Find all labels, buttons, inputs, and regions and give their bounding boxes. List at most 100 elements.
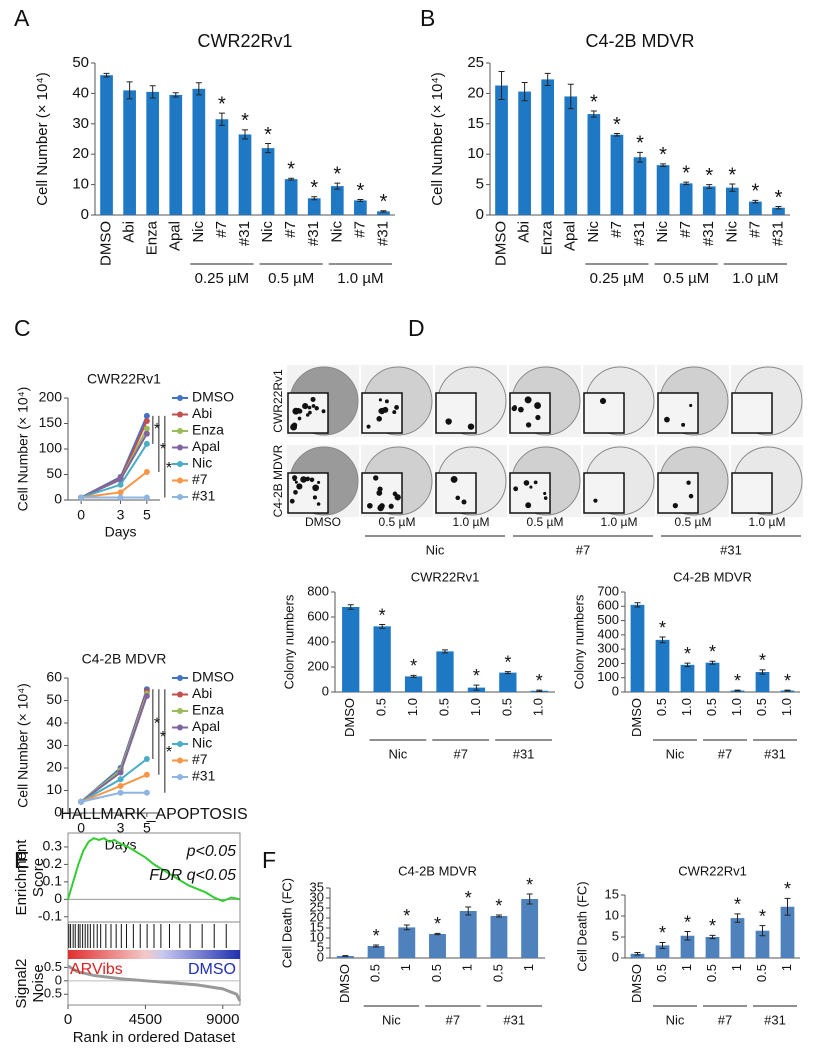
y-tick-label: 15 (605, 886, 619, 901)
x-tick-label: 0 (77, 507, 85, 523)
significance: * (241, 110, 249, 132)
x-tick-label: Enza (539, 220, 556, 255)
y-axis-label: Cell Number (× 10⁴) (15, 387, 31, 512)
point (78, 494, 85, 501)
error-bar (498, 71, 505, 100)
bar (655, 945, 670, 958)
legend-label: Enza (192, 422, 224, 438)
x-tick-label: Abi (516, 221, 533, 243)
group-label: #7 (446, 1012, 460, 1027)
significance: * (590, 91, 598, 113)
significance: * (380, 191, 388, 213)
legend-marker (177, 708, 183, 714)
group-label: #31 (720, 542, 742, 557)
point (143, 425, 150, 432)
y-tick-label: 60 (46, 669, 62, 685)
legend-marker (177, 494, 183, 500)
row-label: C4-2B MDVR (271, 444, 285, 517)
error-bar (149, 85, 156, 99)
y-tick-label: 200 (39, 389, 63, 405)
group-label: #31 (764, 746, 786, 761)
error-bar (288, 177, 295, 181)
group-label: Nic (426, 542, 445, 557)
colony (593, 498, 598, 503)
x-tick-label: 1.0 (405, 698, 420, 716)
colony (529, 485, 533, 489)
bar (123, 90, 136, 215)
y-axis-label-line: Enrichment (13, 839, 30, 916)
bar (680, 935, 695, 958)
y-tick-label: 200 (307, 658, 329, 673)
legend-marker (177, 724, 183, 731)
y-tick-label: 800 (307, 583, 329, 598)
bar (630, 604, 645, 692)
bar (429, 934, 446, 958)
column-label: 1.0 µM (453, 515, 490, 529)
significance: * (759, 651, 766, 671)
error-bar (442, 649, 448, 654)
y-tick-label: 35 (310, 879, 324, 894)
point (143, 440, 150, 447)
legend-label: Nic (192, 735, 212, 751)
x-tick-label: #31 (769, 221, 786, 246)
y-axis-label-line: Signal2 (13, 958, 30, 1008)
y-tick-label: 15 (310, 919, 324, 934)
y-tick-label: 10 (310, 929, 324, 944)
y-tick-label: 25 (467, 54, 484, 71)
chart-title: C4-2B MDVR (585, 31, 694, 51)
y-tick-label: 0 (81, 206, 89, 223)
y-tick-label: 15 (467, 115, 484, 132)
error-bar (521, 81, 528, 102)
error-bar (434, 932, 441, 936)
significance: * (728, 164, 736, 186)
phenotype-label: ARVibs (70, 961, 123, 978)
colony (293, 489, 298, 495)
colony (316, 502, 321, 506)
y-axis-label: Cell Death (FC) (279, 878, 294, 968)
y-tick-label: 40 (72, 84, 89, 101)
y-tick-label: 10 (467, 145, 484, 162)
inset (583, 472, 625, 514)
error-bar (634, 602, 641, 608)
group-label: #31 (764, 1012, 786, 1027)
y-tick-label: 400 (597, 626, 619, 641)
legend-label: Nic (192, 455, 212, 471)
legend-marker (177, 395, 183, 401)
phenotype-label: DMSO (188, 961, 236, 978)
colony (524, 396, 532, 404)
colony (518, 406, 524, 413)
x-tick-label: Apal (167, 221, 184, 251)
colony (296, 483, 303, 490)
bar (436, 651, 454, 692)
significance: * (734, 671, 741, 691)
point (117, 776, 124, 783)
column-label: 0.5 µM (379, 515, 416, 529)
significance: * (154, 421, 160, 438)
colony (297, 416, 302, 421)
x-tick-label: 4500 (129, 1011, 162, 1028)
colony (314, 406, 319, 411)
y-tick-label: 700 (597, 583, 619, 598)
y-tick-label: 5 (612, 928, 619, 943)
significance: * (495, 896, 502, 916)
y-tick-label: 0.3 (43, 838, 63, 854)
legend-label: Apal (192, 718, 220, 734)
colony (599, 397, 607, 405)
colony (289, 498, 295, 504)
y-tick-label: 100 (597, 669, 619, 684)
error-bar (342, 955, 349, 957)
x-tick-label: Nic (654, 221, 671, 243)
colony (672, 502, 678, 509)
plot-frame (67, 832, 241, 1006)
y2-tick-label: 0.5 (44, 959, 62, 974)
bar (495, 85, 508, 215)
bar (490, 916, 508, 958)
colony (376, 415, 382, 422)
group-label: 1.0 µM (732, 270, 778, 287)
significance: * (166, 744, 172, 761)
point (143, 468, 150, 475)
error-bar (379, 624, 386, 629)
y-tick-label: 400 (307, 633, 329, 648)
significance: * (410, 656, 417, 676)
